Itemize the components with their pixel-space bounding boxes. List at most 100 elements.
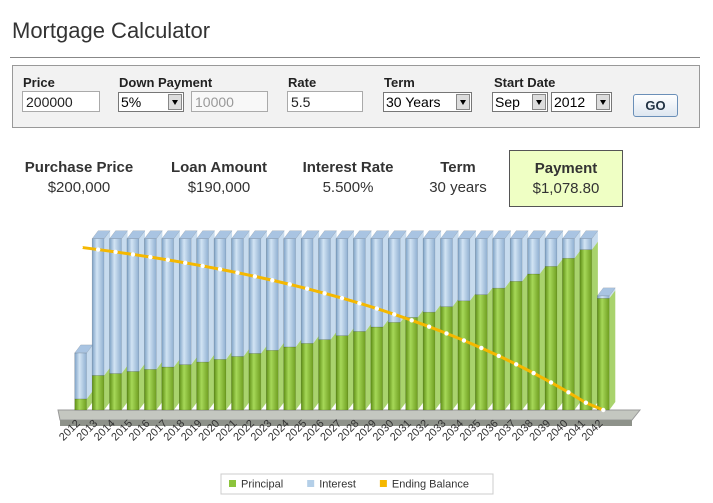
bar-side (260, 345, 267, 410)
balance-point (444, 331, 449, 336)
bar-side (226, 230, 233, 360)
summary-item: Interest Rate 5.500% (278, 159, 418, 196)
bar-segment (213, 238, 227, 360)
bar-segment (161, 366, 175, 411)
balance-point (252, 274, 258, 279)
bar-segment (492, 238, 506, 289)
down-percent-select[interactable]: 5% (118, 92, 184, 112)
summary-label: Loan Amount (170, 159, 268, 176)
bar-side (435, 230, 442, 313)
bar-segment (178, 364, 192, 411)
bar-segment (144, 369, 157, 411)
summary-value: 5.500% (322, 179, 374, 196)
price-input[interactable]: 200000 (22, 91, 100, 112)
bar-segment (196, 361, 209, 411)
balance-point (583, 400, 589, 405)
bar-top (126, 230, 146, 239)
bar-side (348, 327, 354, 410)
bar-side (191, 356, 198, 410)
bar-top (161, 230, 181, 239)
balance-point (130, 252, 136, 257)
bar-segment (388, 322, 401, 411)
bar-segment (300, 343, 314, 411)
bar-side (469, 230, 476, 301)
bar-segment (562, 257, 575, 411)
bar-segment (266, 238, 279, 351)
bar-segment (109, 238, 122, 374)
label: Rate (288, 75, 317, 90)
balance-point (531, 370, 536, 376)
bar-segment (74, 398, 87, 411)
bar-top (230, 230, 250, 239)
bar-side (487, 230, 494, 295)
bar-side (557, 230, 564, 267)
bar-segment (318, 339, 331, 411)
bar-side (609, 287, 616, 299)
balance-point (322, 291, 327, 296)
bar-top (474, 230, 494, 239)
bar-side (226, 351, 233, 410)
balance-point (374, 306, 380, 311)
bar-segment (527, 238, 540, 275)
label: Price (23, 75, 55, 90)
bar-side (156, 230, 163, 370)
bar-top (509, 230, 529, 239)
bar-side (417, 309, 424, 410)
bar-side (382, 319, 389, 410)
balance-point (148, 254, 153, 260)
bar-top (196, 230, 216, 239)
balance-point (496, 353, 501, 359)
bar-side (173, 230, 180, 368)
bar-segment (248, 353, 262, 411)
bar-segment (335, 238, 349, 336)
bar-top (248, 230, 268, 239)
bar-top (440, 230, 460, 239)
bar-side (609, 290, 616, 410)
balance-point (426, 324, 432, 329)
bar-side (365, 323, 372, 410)
legend-label: Interest (319, 479, 356, 491)
label: Start Date (494, 75, 556, 90)
bar-side (243, 230, 250, 357)
bar-segment (579, 238, 593, 250)
go-button[interactable]: GO (633, 94, 678, 117)
bar-top (109, 230, 129, 239)
bar-top (405, 230, 425, 239)
year-select[interactable]: 2012 (551, 92, 612, 112)
bar-top (178, 230, 198, 239)
bar-segment (492, 287, 506, 411)
summary-value: $1,078.80 (532, 180, 600, 197)
bar-side (138, 363, 145, 410)
rate-input[interactable]: 5.5 (287, 91, 363, 112)
bar-side (330, 230, 337, 340)
bar-segment (370, 326, 384, 411)
summary-label: Interest Rate (302, 159, 394, 176)
bar-side (522, 230, 529, 282)
summary-item: Loan Amount $190,000 (149, 159, 289, 196)
balance-point (566, 390, 571, 395)
bar-segment (509, 238, 523, 282)
bar-top (143, 230, 163, 239)
bar-side (295, 230, 302, 347)
bar-side (452, 298, 459, 410)
term-select[interactable]: 30 Years (383, 92, 472, 112)
balance-point (339, 295, 345, 301)
summary-item: Term 30 years (388, 159, 528, 196)
summary-label: Purchase Price (24, 159, 134, 176)
chart-floor (57, 409, 642, 421)
bar-segment (318, 238, 331, 340)
bar-side (557, 258, 564, 410)
summary-value: 30 years (429, 179, 487, 196)
bar-segment (126, 371, 140, 411)
form-panel: Price 200000 Down Payment 5% 10000 Rate … (12, 65, 700, 128)
bar-segment (74, 352, 87, 400)
month-select[interactable]: Sep (492, 92, 548, 112)
bar-side (278, 342, 285, 410)
divider (10, 57, 700, 58)
legend-swatch (229, 480, 236, 487)
bar-top (335, 230, 355, 239)
bar-segment (597, 298, 610, 411)
balance-point (357, 301, 362, 306)
bar-side (504, 280, 511, 410)
